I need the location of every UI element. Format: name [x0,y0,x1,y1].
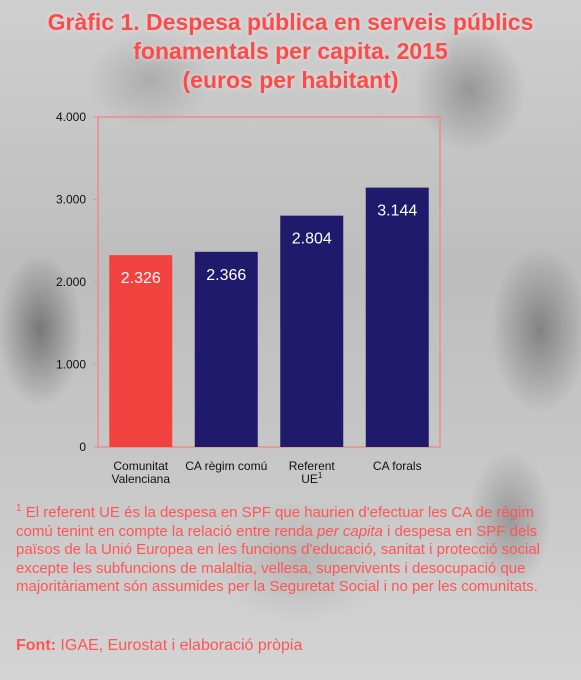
y-tick-label: 4.000 [56,110,86,124]
title-line-3: (euros per habitant) [182,67,399,93]
x-tick-label: CA forals [373,459,422,473]
source-text: IGAE, Eurostat i elaboració pròpia [55,637,303,654]
x-tick-label: UE1 [301,471,323,486]
y-tick-label: 2.000 [56,275,86,289]
y-tick-label: 0 [79,440,86,454]
bar [365,187,429,447]
footnote-marker: 1 [16,503,22,514]
bar-value-label: 2.804 [292,231,332,248]
footnote-text-1: El referent UE és la despesa en SPF que … [16,504,534,540]
footnote: 1 El referent UE és la despesa en SPF qu… [16,500,571,597]
x-tick-label: CA règim comú [185,459,267,473]
y-tick-label: 1.000 [56,358,86,372]
footnote-text-2: i despesa en SPF dels països de la Unió … [16,522,541,596]
footnote-italic: per capita [317,522,383,540]
bar-value-label: 3.144 [377,203,417,220]
y-tick-label: 3.000 [56,193,86,207]
title-line-2: fonamentals per capita. 2015 [133,38,448,64]
bar-value-label: 2.326 [121,270,161,287]
bar [109,255,173,447]
title-line-1: Gràfic 1. Despesa pública en serveis púb… [47,9,534,35]
bar-value-label: 2.366 [206,267,246,284]
x-tick-label: Comunitat [113,459,168,473]
bar [194,251,258,447]
bar [280,215,344,447]
chart-title: Gràfic 1. Despesa pública en serveis púb… [0,8,581,95]
source-label: Font: [16,637,56,654]
x-tick-label-superscript: 1 [318,471,323,480]
bar-chart: 0 1.000 2.000 3.000 4.000 2.326 ComunitatValen… [56,110,441,486]
x-tick-label: Valenciana [112,472,171,486]
x-tick-label: Referent [289,459,336,473]
source-line: Font: IGAE, Eurostat i elaboració pròpia [16,637,302,655]
